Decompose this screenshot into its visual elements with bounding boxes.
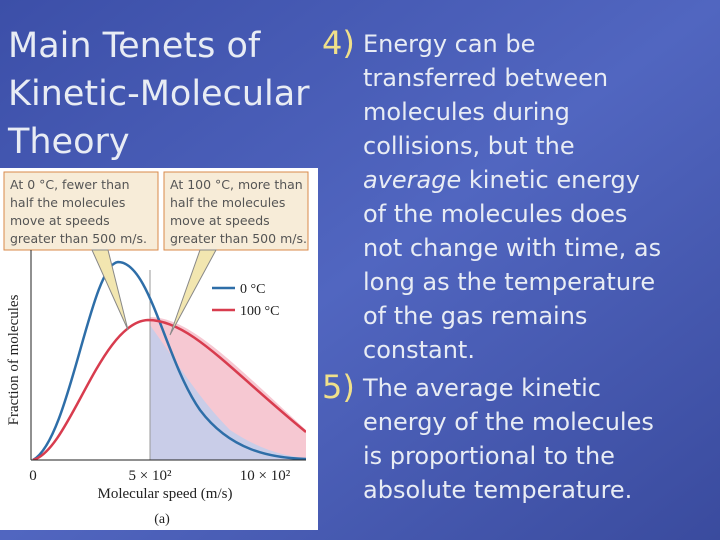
x-tick-label: 10 × 10² <box>240 468 291 484</box>
body-line: constant. <box>363 336 475 364</box>
plot <box>32 260 306 460</box>
pointer <box>169 249 217 336</box>
callout-text: greater than 500 m/s. <box>170 231 307 246</box>
body-line: average kinetic energy <box>363 166 640 194</box>
body-line: not change with time, as <box>363 234 661 262</box>
curve-0c <box>32 260 306 460</box>
emphasis: average <box>363 166 461 194</box>
legend-label: 100 °C <box>240 304 279 319</box>
title-line: Theory <box>7 122 130 162</box>
body-line: transferred between <box>363 64 608 92</box>
callout-text: half the molecules <box>10 195 125 210</box>
title: Main Tenets of Kinetic-Molecular Theory <box>7 26 310 162</box>
x-tick-label: 5 × 10² <box>129 468 172 484</box>
title-line: Kinetic-Molecular <box>8 74 310 114</box>
shade-blue <box>150 325 306 460</box>
callout-text: half the molecules <box>170 195 285 210</box>
y-axis-label: Fraction of molecules <box>6 294 22 425</box>
body-line: of the molecules does <box>363 200 627 228</box>
figure: At 0 °C, fewer than half the molecules mov… <box>0 168 318 530</box>
body-line: collisions, but the <box>363 132 575 160</box>
x-axis-label: Molecular speed (m/s) <box>98 486 233 502</box>
callout-text: At 0 °C, fewer than <box>10 177 130 192</box>
body-line: energy of the molecules <box>363 408 654 436</box>
body-line: is proportional to the <box>363 442 615 470</box>
caption: (a) <box>154 512 170 527</box>
body-line: long as the temperature <box>363 268 655 296</box>
legend-label: 0 °C <box>240 282 265 297</box>
x-tick-label: 0 <box>29 468 37 484</box>
body-text: 4) Energy can be transferred between molecu… <box>322 24 661 504</box>
callout-text: greater than 500 m/s. <box>10 231 147 246</box>
body-line: molecules during <box>363 98 570 126</box>
callout-text: move at speeds <box>10 213 110 228</box>
item-number: 5) <box>322 368 355 406</box>
body-text-run: kinetic energy <box>461 166 640 194</box>
item-number: 4) <box>322 24 355 62</box>
callout-box <box>163 171 309 251</box>
body-line: Energy can be <box>363 30 535 58</box>
body-line: of the gas remains <box>363 302 587 330</box>
curve-100c <box>32 318 306 460</box>
callout-box <box>3 171 159 251</box>
callout-text: At 100 °C, more than <box>170 177 303 192</box>
callout-text: move at speeds <box>170 213 270 228</box>
body-line: The average kinetic <box>362 374 601 402</box>
body-line: absolute temperature. <box>363 476 632 504</box>
title-line: Main Tenets of <box>8 26 261 66</box>
pointer <box>91 249 129 331</box>
